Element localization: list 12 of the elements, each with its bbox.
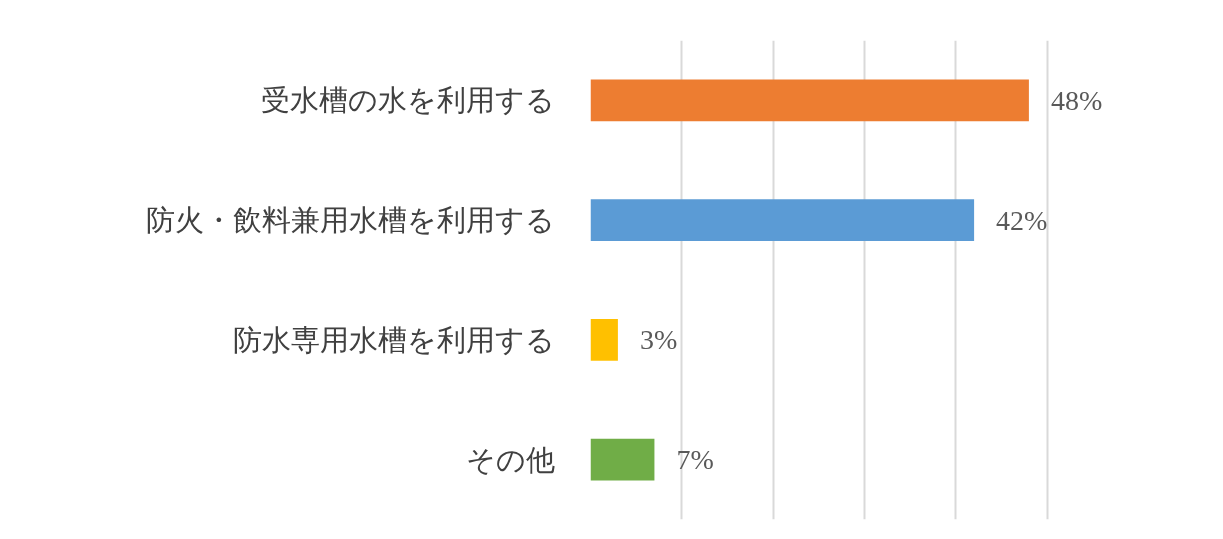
data-label: 48% xyxy=(1050,84,1103,116)
data-label: 3% xyxy=(639,324,678,356)
bar xyxy=(590,199,975,242)
y-tick-label: その他 xyxy=(465,442,555,477)
y-tick-label: 防火・飲料兼用水槽を利用する xyxy=(145,203,555,238)
bar xyxy=(590,318,618,361)
y-tick-label: 防水専用水槽を利用する xyxy=(232,322,555,357)
data-label: 7% xyxy=(676,444,714,476)
bar xyxy=(590,438,655,481)
bar xyxy=(590,79,1029,122)
y-tick-label: 受水槽の水を利用する xyxy=(260,83,555,118)
data-label: 42% xyxy=(996,204,1048,236)
